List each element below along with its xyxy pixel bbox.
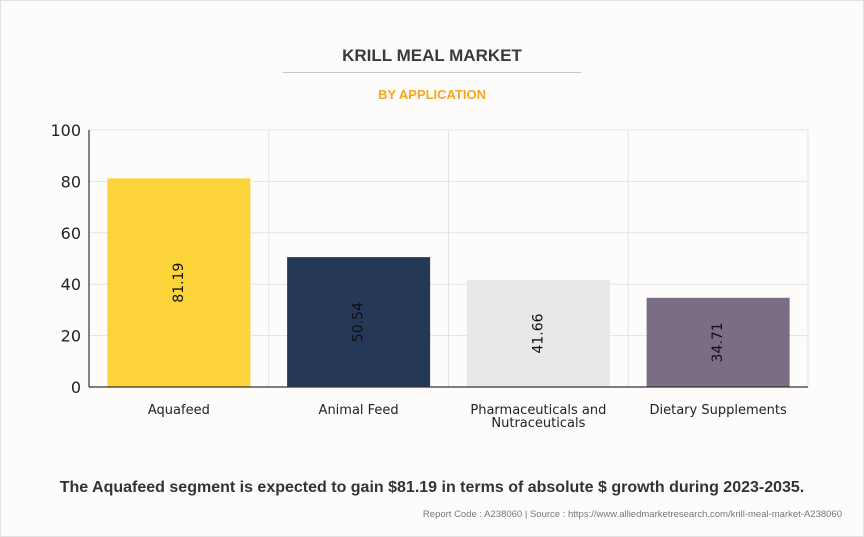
bar-value-label: 50.54: [351, 302, 367, 342]
y-tick-label: 80: [61, 172, 81, 191]
y-tick-label: 0: [71, 378, 81, 397]
bar-pharmaceuticals-and-nutraceuticals: [466, 279, 610, 387]
y-tick-label: 60: [61, 224, 81, 243]
bar-value-label: 34.71: [710, 322, 726, 362]
chart-title: KRILL MEAL MARKET: [342, 46, 522, 65]
x-tick-label-line: Nutraceuticals: [491, 416, 585, 431]
x-tick-label: Dietary Supplements: [650, 403, 787, 418]
y-tick-label: 40: [61, 275, 81, 294]
x-tick-label-line: Dietary Supplements: [650, 403, 787, 418]
bar-value-label: 81.19: [171, 263, 187, 303]
source-note: Report Code : A238060 | Source : https:/…: [422, 509, 842, 520]
bar-animal-feed: [287, 257, 431, 387]
bar-value-label: 41.66: [530, 313, 546, 353]
bar-dietary-supplements: [646, 297, 790, 387]
x-tick-label-line: Aquafeed: [148, 403, 210, 418]
x-tick-label-line: Animal Feed: [319, 403, 399, 418]
x-tick-label: Aquafeed: [148, 403, 210, 418]
chart-subtitle: BY APPLICATION: [377, 87, 487, 102]
x-tick-label-line: Pharmaceuticals and: [470, 403, 606, 418]
chart-caption: The Aquafeed segment is expected to gain…: [59, 479, 805, 496]
title-divider: [283, 72, 581, 73]
y-tick-label: 100: [50, 121, 81, 140]
y-tick-label: 20: [61, 327, 81, 346]
x-tick-label: Animal Feed: [319, 403, 399, 418]
x-tick-label: Pharmaceuticals and Nutraceuticals: [470, 403, 606, 431]
bar-aquafeed: [107, 178, 251, 387]
